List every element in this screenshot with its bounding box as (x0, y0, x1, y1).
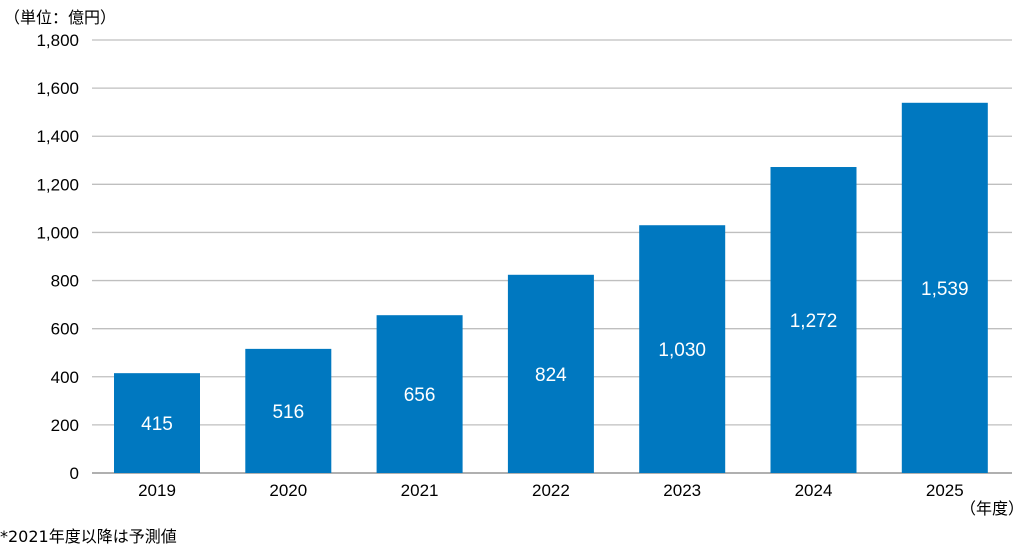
x-unit-label: （年度） (959, 499, 1024, 518)
x-axis-ticks: 2019 2020 2021 2022 2023 2024 2025 (138, 481, 964, 500)
x-tick-label: 2024 (795, 481, 833, 500)
x-tick-label: 2022 (532, 481, 570, 500)
y-tick-label: 800 (51, 272, 79, 291)
data-label-2019: 415 (141, 414, 173, 435)
y-tick-label: 0 (70, 464, 79, 483)
x-tick-label: 2020 (269, 481, 307, 500)
y-axis-ticks: 0 200 400 600 800 1,000 1,200 1,400 1,600 1,800 (36, 31, 79, 483)
data-label-2021: 656 (404, 385, 436, 406)
data-label-2024: 1,272 (790, 311, 838, 332)
y-tick-label: 1,000 (36, 223, 79, 242)
data-label-2023: 1,030 (658, 340, 706, 361)
footnote: *2021年度以降は予測値 (0, 527, 177, 546)
bar-2021 (376, 315, 463, 473)
bars (114, 102, 988, 473)
y-tick-label: 1,400 (36, 127, 79, 146)
bar-2025 (901, 102, 988, 473)
bar-2024 (770, 167, 857, 473)
data-label-2020: 516 (272, 402, 304, 423)
y-unit-label: （単位：億円） (4, 8, 117, 27)
x-tick-label: 2023 (663, 481, 701, 500)
y-tick-label: 600 (51, 320, 79, 339)
y-tick-label: 1,600 (36, 79, 79, 98)
y-tick-label: 200 (51, 416, 79, 435)
bar-2019 (114, 373, 200, 473)
y-tick-label: 1,800 (36, 31, 79, 50)
data-label-2022: 824 (535, 365, 567, 386)
x-tick-label: 2019 (138, 481, 176, 500)
data-label-2025: 1,539 (921, 279, 969, 300)
y-tick-label: 400 (51, 368, 79, 387)
bar-2023 (639, 225, 726, 473)
x-tick-label: 2021 (401, 481, 439, 500)
bar-2020 (245, 348, 332, 473)
y-tick-label: 1,200 (36, 175, 79, 194)
data-labels: 415 516 656 824 1,030 1,272 1,539 (141, 279, 968, 435)
x-tick-label: 2025 (926, 481, 964, 500)
bar-2022 (507, 274, 594, 473)
